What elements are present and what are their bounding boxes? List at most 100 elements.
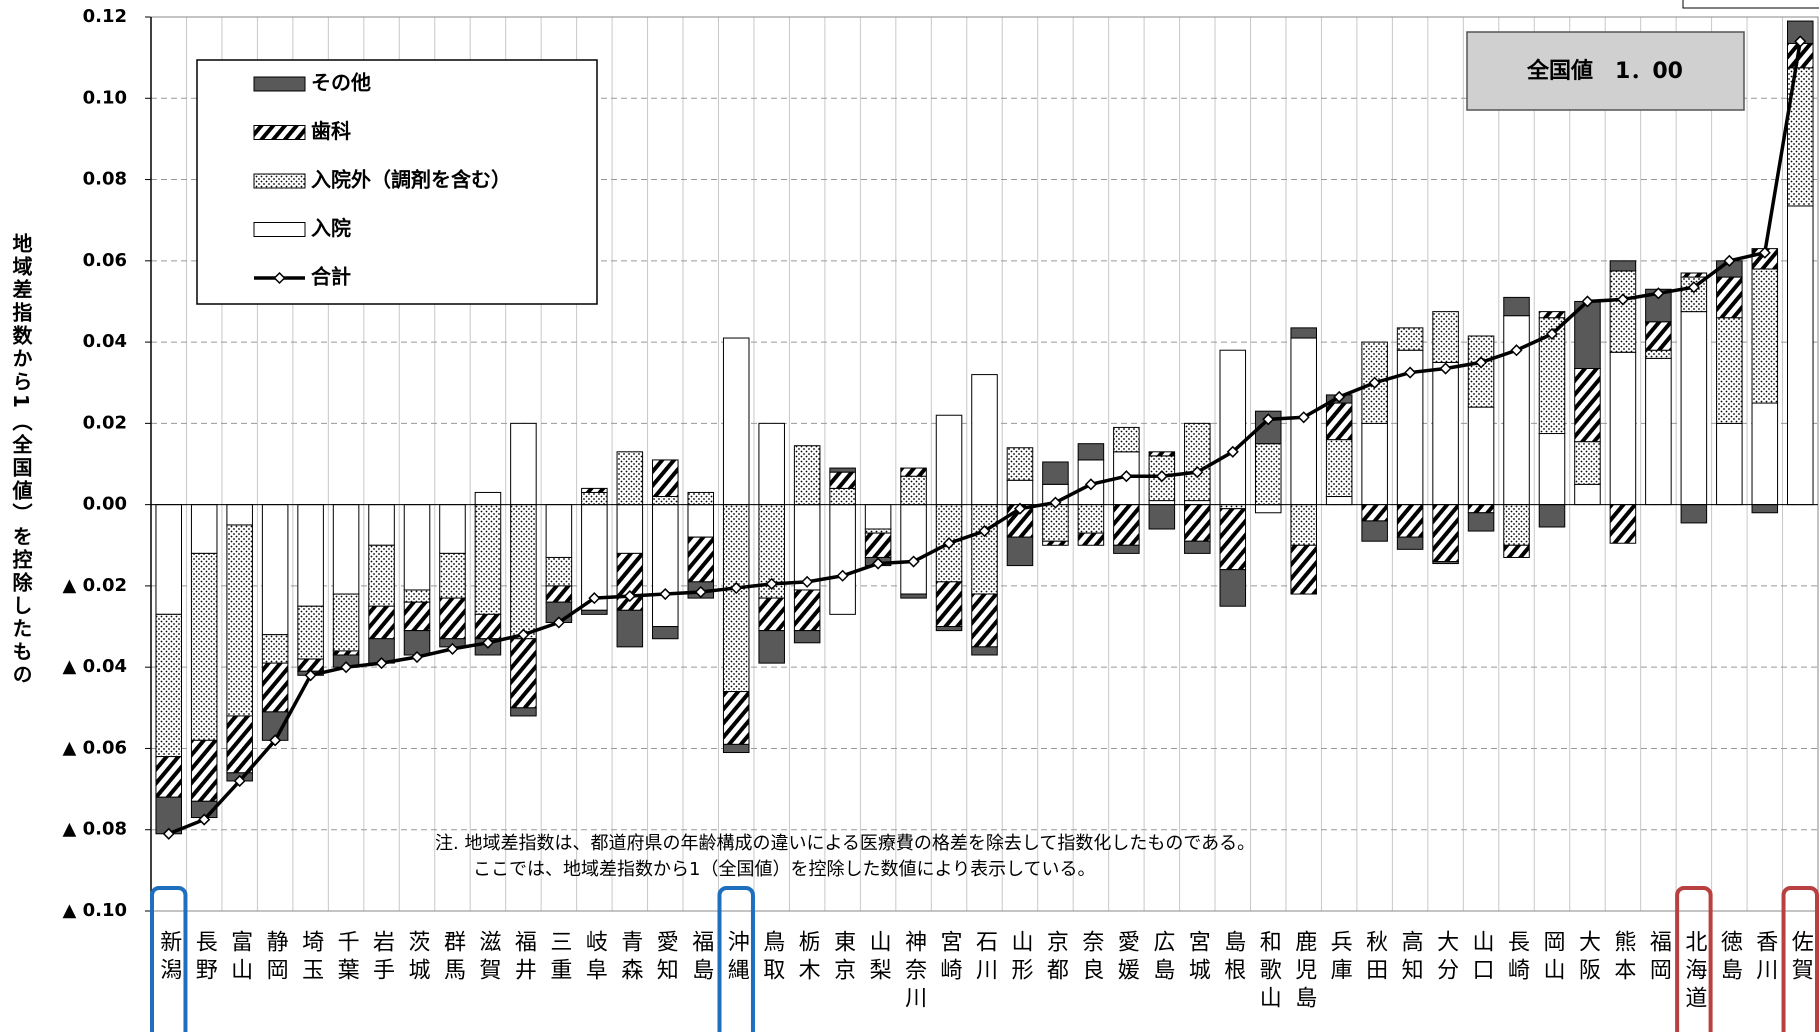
bar-segment — [439, 597, 466, 640]
national-box — [1466, 31, 1745, 111]
bar-segment — [722, 691, 750, 745]
bar-segment — [261, 662, 289, 713]
y-tick-label: ▲ 0.06 — [62, 737, 127, 758]
bar-segment — [900, 475, 927, 506]
highlight-frame — [1675, 886, 1713, 1032]
bar-segment — [829, 487, 856, 506]
x-tick-label: 大分 — [1433, 930, 1459, 986]
x-tick-label: 岡山 — [1539, 930, 1564, 986]
bar-segment — [1254, 443, 1282, 506]
x-tick-label: 香川 — [1752, 930, 1778, 986]
total-marker — [942, 537, 956, 550]
legend-swatch — [253, 76, 306, 92]
total-marker — [1333, 390, 1346, 404]
bar-segment — [261, 504, 289, 636]
bar-segment — [1751, 268, 1779, 404]
bars — [151, 20, 1818, 835]
y-tick-label: 0.06 — [83, 250, 127, 271]
legend-label: 入院外（調剤を含む） — [311, 168, 511, 192]
total-marker — [162, 827, 175, 840]
bar-segment — [226, 524, 253, 717]
x-tick-label: 福岡 — [1646, 930, 1672, 986]
bar-segment — [510, 422, 537, 506]
total-marker — [1084, 478, 1097, 491]
x-tick-label: 山形 — [1007, 930, 1033, 986]
x-tick-label: 山梨 — [866, 930, 892, 986]
bar-segment — [971, 374, 998, 506]
bar-segment — [935, 581, 963, 628]
bar-segment — [403, 630, 431, 656]
bar-segment — [616, 504, 644, 554]
bar-segment — [1716, 422, 1743, 506]
bar-segment — [1609, 351, 1637, 506]
bar-segment — [1290, 327, 1317, 339]
bar-segment — [155, 504, 183, 615]
bar-segment — [1680, 272, 1708, 278]
total-marker — [552, 616, 565, 629]
bar-segment — [971, 593, 998, 648]
bar-segment — [1219, 569, 1247, 607]
bar-segment — [1538, 433, 1566, 506]
y-tick-label: 0.08 — [83, 169, 127, 190]
y-tick-label: 0.00 — [83, 494, 127, 515]
total-marker — [233, 774, 246, 788]
total-marker — [1262, 413, 1275, 426]
total-marker — [1794, 35, 1807, 48]
bar-segment — [864, 504, 892, 530]
bar-segment — [368, 504, 395, 546]
bar-segment — [935, 414, 963, 506]
bar-segment — [439, 504, 466, 554]
total-marker — [1652, 287, 1665, 300]
bar-segment — [1006, 447, 1034, 481]
bar-segment — [1432, 311, 1459, 363]
x-tick-label: 宮城 — [1185, 930, 1211, 986]
corner-box — [1682, 0, 1819, 9]
bar-segment — [1574, 441, 1601, 485]
total-marker — [517, 628, 530, 641]
national-label: 全国値 1．00 — [1526, 58, 1683, 84]
bar-segment — [1290, 504, 1317, 546]
bar-segment — [545, 556, 573, 587]
total-marker — [588, 592, 601, 605]
x-tick-label: 高知 — [1398, 930, 1424, 986]
bar-segment — [971, 504, 998, 595]
bar-segment — [1042, 504, 1069, 542]
bar-segment — [1077, 504, 1105, 534]
x-tick-label: 滋賀 — [475, 930, 501, 986]
bar-segment — [1503, 296, 1530, 317]
bar-segment — [155, 796, 183, 835]
bar-segment — [226, 715, 253, 774]
bar-segment — [1184, 500, 1211, 506]
bar-segment — [1432, 504, 1459, 563]
x-tick-label: 東京 — [830, 930, 856, 986]
bar-segment — [1184, 504, 1211, 542]
bar-segment — [1396, 536, 1424, 550]
bar-segment — [1113, 544, 1140, 554]
y-tick-label: ▲ 0.10 — [62, 900, 127, 921]
x-tick-label: 新潟 — [156, 930, 182, 986]
bar-segment — [1645, 321, 1672, 351]
bar-segment — [332, 504, 360, 595]
bar-segment — [1680, 504, 1708, 524]
x-tick-label: 熊本 — [1610, 930, 1636, 986]
total-marker — [1687, 281, 1700, 294]
bar-segment — [1042, 461, 1069, 485]
bar-segment — [297, 504, 324, 607]
bar-segment — [1325, 496, 1353, 506]
bar-segment — [474, 613, 502, 640]
bar-segment — [1609, 270, 1637, 353]
total-marker — [304, 669, 317, 682]
x-tick-label: 岐阜 — [582, 930, 607, 986]
bar-segment — [1396, 504, 1424, 538]
bar-segment — [1361, 520, 1388, 542]
bar-segment — [900, 593, 927, 599]
bar-segment — [581, 609, 608, 615]
bar-segment — [332, 593, 360, 652]
x-tick-label: 千葉 — [334, 930, 360, 986]
total-marker — [1404, 366, 1417, 379]
bar-segment — [652, 459, 679, 498]
y-tick-label: 0.10 — [83, 87, 127, 108]
total-marker — [1013, 502, 1027, 515]
y-axis-label: 地域差指数から1（全国値）を控除したもの — [9, 233, 33, 687]
